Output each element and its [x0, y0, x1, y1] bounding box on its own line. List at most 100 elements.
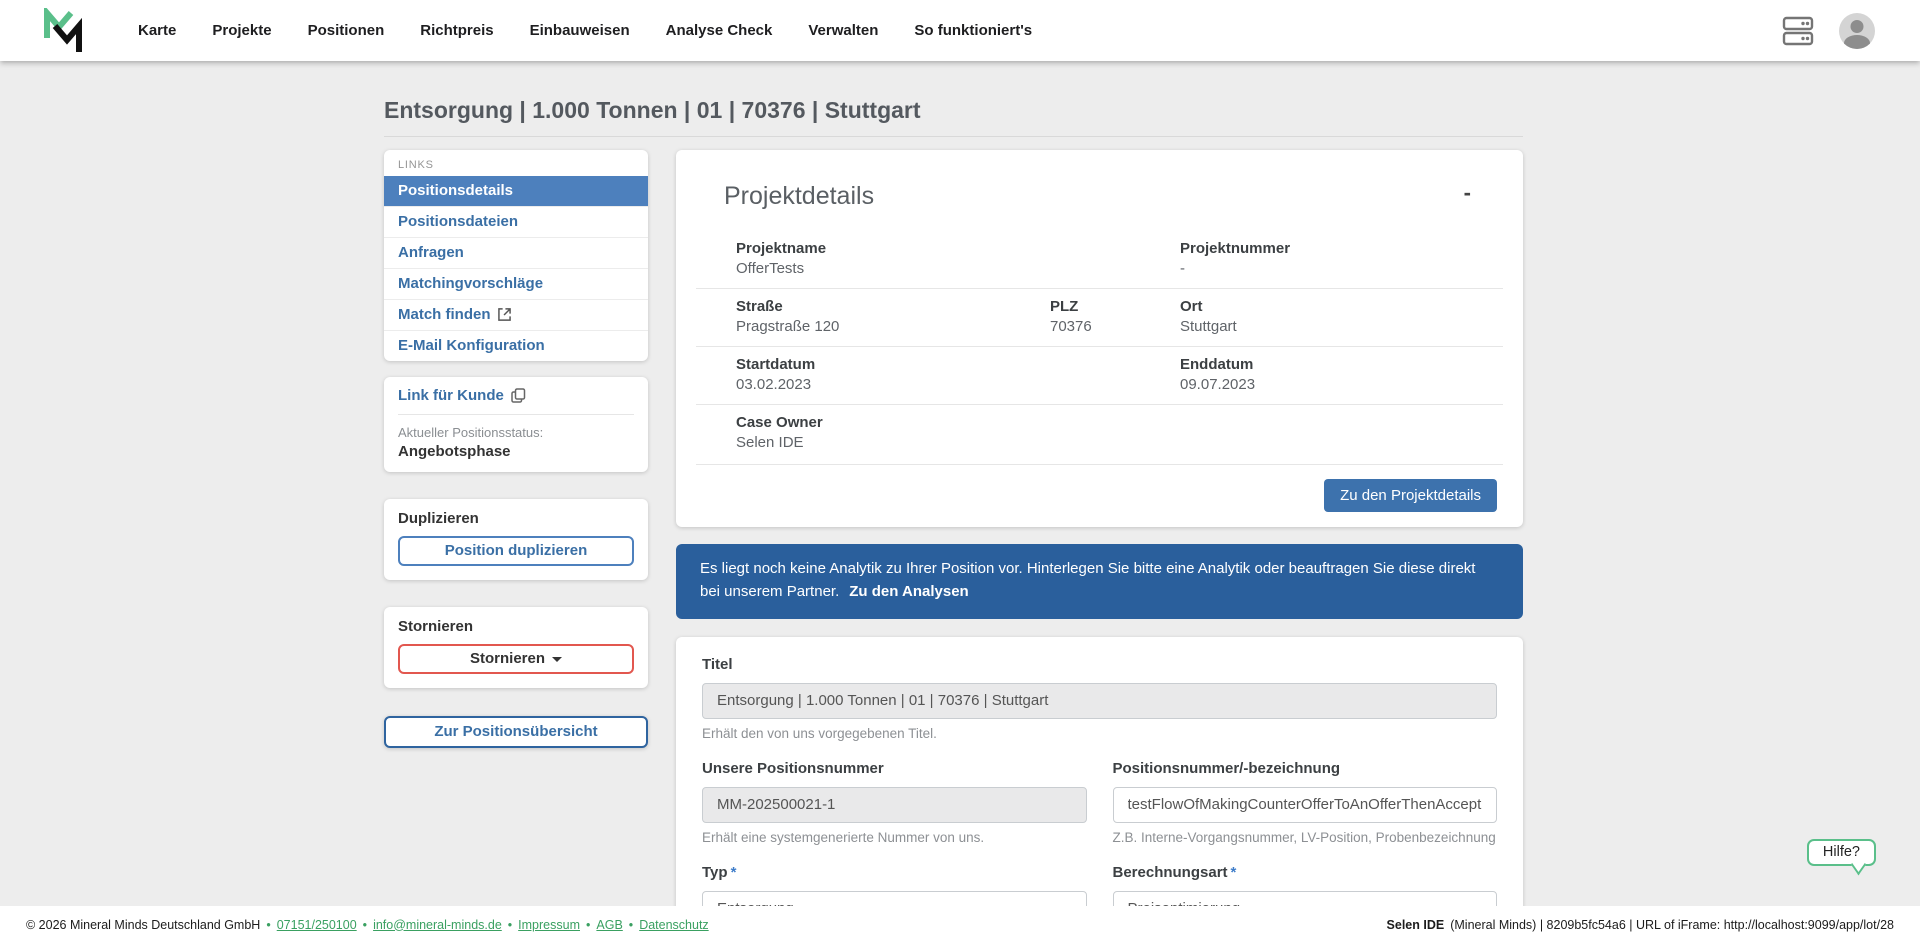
required-mark: *	[730, 863, 737, 881]
field-plz: PLZ 70376	[1050, 298, 1180, 335]
server-icon[interactable]	[1781, 15, 1815, 47]
cancel-dropdown-button[interactable]: Stornieren	[398, 644, 634, 674]
project-row: Straße Pragstraße 120 PLZ 70376 Ort Stut…	[696, 288, 1503, 346]
nav-item-einbauweisen[interactable]: Einbauweisen	[529, 22, 630, 39]
field-label: Projektnummer	[1180, 240, 1291, 257]
sidebar: LINKS Positionsdetails Positionsdateien …	[384, 150, 648, 748]
links-header: LINKS	[398, 159, 434, 171]
go-to-project-details-button[interactable]: Zu den Projektdetails	[1324, 479, 1497, 512]
nav-item-positionen[interactable]: Positionen	[307, 22, 385, 39]
caret-down-icon	[552, 656, 562, 662]
duplicate-header: Duplizieren	[398, 510, 479, 527]
separator-dot: •	[586, 917, 591, 932]
field-value: Selen IDE	[736, 434, 804, 451]
banner-text: Es liegt noch keine Analytik zu Ihrer Po…	[700, 560, 1476, 601]
field-label: Projektname	[736, 240, 827, 257]
position-overview-button[interactable]: Zur Positionsübersicht	[384, 716, 648, 748]
duplicate-position-button[interactable]: Position duplizieren	[398, 536, 634, 566]
sidebar-item-email-konfiguration[interactable]: E-Mail Konfiguration	[384, 330, 648, 361]
project-row: Projektname OfferTests Projektnummer -	[696, 231, 1503, 288]
separator-dot: •	[362, 917, 368, 932]
berechnungsart-label: Berechnungsart *	[1113, 864, 1498, 881]
external-link-icon	[497, 308, 511, 321]
customer-link-card: Link für Kunde Aktueller Positionsstatus…	[384, 377, 648, 472]
separator-dot: •	[628, 917, 634, 932]
separator-dot: •	[266, 917, 271, 932]
page-title: Entsorgung | 1.000 Tonnen | 01 | 70376 |…	[384, 97, 921, 123]
main-menu: Karte Projekte Positionen Richtpreis Ein…	[138, 22, 1032, 39]
sidebar-item-label: Anfragen	[398, 244, 464, 261]
field-value: 70376	[1050, 318, 1092, 335]
agb-link[interactable]: AGB	[596, 917, 623, 932]
duplicate-card: Duplizieren Position duplizieren	[384, 499, 648, 580]
cancel-card: Stornieren Stornieren	[384, 607, 648, 688]
sidebar-item-label: Match finden	[398, 306, 491, 323]
field-value: 03.02.2023	[736, 376, 812, 393]
field-strasse: Straße Pragstraße 120	[736, 298, 1050, 335]
main-panel: Projektdetails - Projektname OfferTests …	[676, 150, 1523, 943]
field-enddatum: Enddatum 09.07.2023	[1180, 356, 1483, 393]
field-label: Startdatum	[736, 356, 816, 373]
sidebar-item-label: E-Mail Konfiguration	[398, 337, 545, 354]
project-row: Startdatum 03.02.2023 Enddatum 09.07.202…	[696, 346, 1503, 404]
customer-link[interactable]: Link für Kunde	[398, 387, 634, 404]
footer: © 2026 Mineral Minds Deutschland GmbH • …	[0, 906, 1920, 943]
nav-item-so-funktionierts[interactable]: So funktioniert's	[914, 22, 1033, 39]
field-value: Pragstraße 120	[736, 318, 840, 335]
mineral-minds-logo-icon[interactable]	[40, 7, 90, 54]
cancel-header: Stornieren	[398, 618, 474, 635]
field-value: OfferTests	[736, 260, 805, 277]
berechnungsart-label-text: Berechnungsart	[1112, 863, 1228, 881]
status-value: Angebotsphase	[398, 443, 511, 460]
sidebar-item-anfragen[interactable]: Anfragen	[384, 237, 648, 268]
project-details-title: Projektdetails	[724, 182, 875, 210]
field-ort: Ort Stuttgart	[1180, 298, 1483, 335]
user-avatar[interactable]	[1839, 12, 1875, 49]
nav-item-analyse-check[interactable]: Analyse Check	[665, 22, 773, 39]
field-label: Ort	[1180, 298, 1203, 315]
project-row: Case Owner Selen IDE	[696, 404, 1503, 462]
titel-help: Erhält den von uns vorgegebenen Titel.	[702, 725, 937, 741]
separator-dot: •	[507, 917, 513, 932]
field-label: PLZ	[1050, 298, 1079, 315]
project-details-card: Projektdetails - Projektname OfferTests …	[676, 150, 1523, 527]
go-to-analyses-link[interactable]: Zu den Analysen	[849, 583, 969, 601]
sidebar-item-label: Positionsdateien	[398, 213, 519, 230]
sidebar-item-positionsdetails[interactable]: Positionsdetails	[384, 176, 648, 206]
top-navbar: Karte Projekte Positionen Richtpreis Ein…	[0, 0, 1920, 61]
cancel-button-label: Stornieren	[469, 650, 545, 667]
nav-item-projekte[interactable]: Projekte	[212, 22, 272, 39]
nav-item-richtpreis[interactable]: Richtpreis	[420, 22, 494, 39]
analytics-info-banner: Es liegt noch keine Analytik zu Ihrer Po…	[676, 544, 1523, 619]
positionsnummer-help: Erhält eine systemgenerierte Nummer von …	[702, 829, 985, 845]
sidebar-item-match-finden[interactable]: Match finden	[384, 299, 648, 330]
positionsnummer-field: Unsere Positionsnummer Erhält eine syste…	[702, 760, 1087, 845]
nav-item-karte[interactable]: Karte	[138, 22, 177, 39]
sidebar-links-card: LINKS Positionsdetails Positionsdateien …	[384, 150, 648, 361]
datenschutz-link[interactable]: Datenschutz	[639, 917, 709, 932]
impressum-link[interactable]: Impressum	[518, 917, 580, 932]
bezeichnung-input[interactable]	[1112, 786, 1497, 823]
titel-input	[702, 682, 1497, 719]
field-case-owner: Case Owner Selen IDE	[736, 414, 1050, 451]
field-label: Straße	[736, 298, 783, 315]
bezeichnung-label: Positionsnummer/-bezeichnung	[1112, 759, 1341, 777]
field-projektname: Projektname OfferTests	[736, 240, 1050, 277]
navbar-right	[1781, 12, 1875, 49]
sidebar-item-matchingvorschlaege[interactable]: Matchingvorschläge	[384, 268, 648, 299]
email-link[interactable]: info@mineral-minds.de	[373, 917, 502, 932]
sidebar-item-positionsdateien[interactable]: Positionsdateien	[384, 206, 648, 237]
bezeichnung-field: Positionsnummer/-bezeichnung Z.B. Intern…	[1112, 759, 1497, 845]
bezeichnung-help: Z.B. Interne-Vorgangsnummer, LV-Position…	[1112, 829, 1496, 845]
field-projektnummer: Projektnummer -	[1180, 240, 1483, 277]
status-label: Aktueller Positionsstatus:	[398, 425, 544, 440]
help-button[interactable]: Hilfe?	[1806, 839, 1876, 866]
session-user: Selen IDE	[1386, 917, 1445, 932]
phone-link[interactable]: 07151/250100	[276, 917, 357, 932]
project-fields: Projektname OfferTests Projektnummer - S…	[696, 231, 1503, 527]
nav-item-verwalten[interactable]: Verwalten	[808, 22, 879, 39]
positionsnummer-label: Unsere Positionsnummer	[702, 759, 884, 777]
typ-label: Typ *	[702, 864, 1087, 881]
collapse-icon[interactable]: -	[1463, 180, 1471, 205]
